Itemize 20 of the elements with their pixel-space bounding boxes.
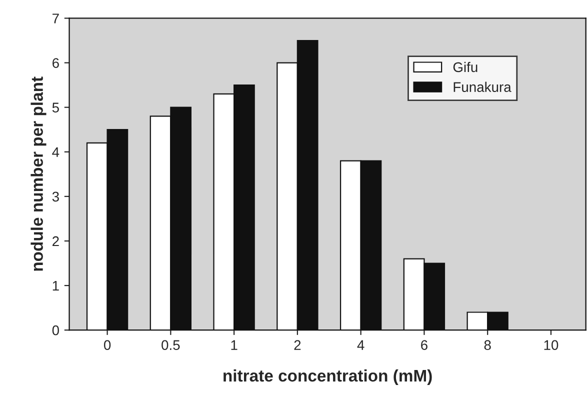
y-tick-label: 5 bbox=[52, 102, 59, 112]
x-tick-label: 0.5 bbox=[162, 340, 180, 350]
y-tick-label: 0 bbox=[52, 325, 59, 336]
y-tick-label: 7 bbox=[52, 14, 59, 24]
x-tick-label: 0 bbox=[104, 340, 111, 350]
legend-label: Gifu bbox=[453, 62, 478, 72]
x-axis-title: nitrate concentration (mM) bbox=[224, 369, 432, 385]
y-axis-title: nodule number per plant bbox=[30, 76, 46, 271]
y-tick-label: 2 bbox=[52, 236, 59, 246]
y-tick-label: 1 bbox=[52, 281, 59, 291]
x-tick-label: 1 bbox=[231, 340, 238, 350]
y-tick-label: 4 bbox=[52, 147, 60, 157]
x-tick-label: 8 bbox=[484, 340, 491, 350]
legend-label: Funakura bbox=[454, 82, 512, 92]
x-tick-label: 4 bbox=[357, 340, 364, 350]
x-tick-label: 6 bbox=[421, 340, 428, 350]
y-tick-label: 3 bbox=[52, 192, 59, 202]
y-tick-label: 6 bbox=[52, 58, 59, 68]
x-tick-label: 10 bbox=[544, 340, 558, 350]
x-tick-label: 2 bbox=[294, 340, 301, 350]
